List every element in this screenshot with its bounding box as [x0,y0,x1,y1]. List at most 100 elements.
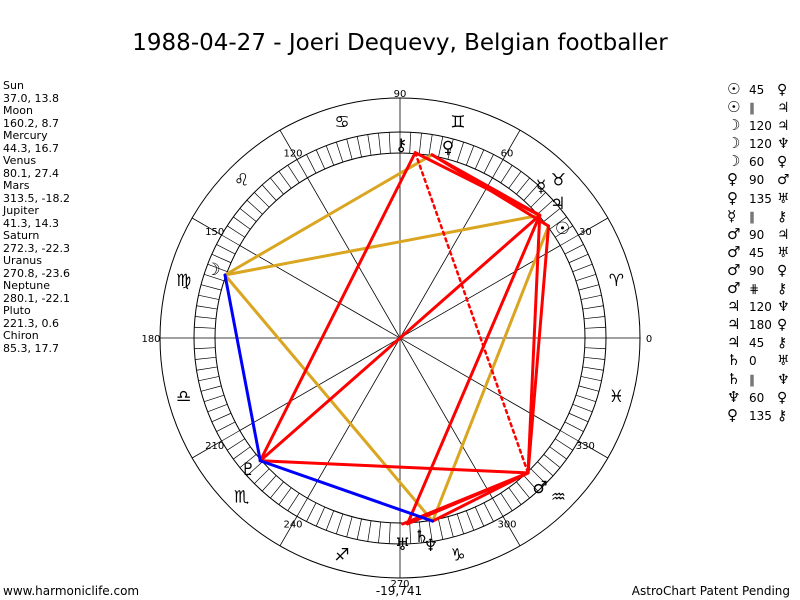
degree-tick [207,403,228,413]
chart-title: 1988-04-27 - Joeri Dequevy, Belgian foot… [132,30,668,56]
planet-name-mercury: Mercury [3,129,48,142]
aspect-lines [223,151,551,526]
outer-circle [159,97,641,579]
degree-tick [474,506,485,527]
degree-tick [287,165,300,184]
degree-tick [564,421,584,432]
degree-tick [516,177,530,195]
degree-tick [246,461,263,477]
degree-tick [572,403,593,413]
degree-tick [200,385,222,392]
aspect-planet-1: ♃ [727,297,741,316]
aspect-angle: 45 [749,245,765,260]
aspect-angle: ∥ [749,372,755,387]
mars-icon: ♂ [532,478,547,498]
planet-name-pluto: Pluto [3,304,31,317]
degree-tick [560,430,579,442]
degree-tick [325,145,335,166]
jupiter-icon: ♃ [550,194,565,214]
degree-tick [233,446,251,460]
aspect-row: ☽ 60 ♀ [727,152,790,170]
degree-tick [508,487,522,505]
aspect-row: ☽ 120 ♆ [727,134,790,152]
pluto-icon: ♇ [241,460,256,480]
aspect-row: ♃ 180 ♀ [727,315,790,333]
aspect-row: ♆ 60 ♀ [727,388,790,406]
degree-tick [336,141,344,163]
aspect-line-chiron-pluto [258,151,417,463]
aspect-planet-1: ♂ [727,260,741,279]
degree-tick [523,184,539,201]
planet-coords-jupiter: 41.3, 14.3 [3,216,59,230]
degree-tick [554,438,573,451]
degree-label: 30 [579,227,592,238]
degree-tick [418,521,422,543]
aspect-planet-2: ♃ [777,100,790,117]
degree-tick [203,394,225,402]
degree-tick [270,177,284,195]
website-link[interactable]: www.harmoniclife.com [3,584,140,598]
degree-tick [221,234,240,246]
degree-tick [447,516,454,538]
degree-tick [221,430,240,442]
zodiac-sign-icon: ♋ [334,113,349,133]
degree-tick [227,225,246,238]
degree-tick [568,412,589,423]
aspect-line-sun-mars [526,224,551,475]
degree-tick [200,284,222,291]
planet-name-mars: Mars [3,179,30,192]
degree-tick [356,518,362,540]
aspect-planet-1: ☽ [727,134,741,153]
degree-tick [211,253,232,264]
degree-tick [537,461,554,477]
aspect-line-venus-moon [223,153,434,277]
aspect-planet-2: ♃ [777,226,790,243]
planet-coords-moon: 160.2, 8.7 [3,116,59,130]
degree-tick [580,294,602,300]
aspect-planet-2: ♀ [777,262,788,279]
degree-tick [194,347,216,350]
aspect-row: ☽ 120 ♃ [727,116,790,134]
degree-tick [388,132,391,154]
degree-tick [543,454,561,468]
degree-tick [239,208,257,222]
degree-tick [584,326,606,329]
degree-tick [203,274,225,282]
degree-tick [465,145,475,166]
aspect-line-jupiter-saturn [405,213,542,526]
aspect-planet-1: ☉ [727,80,741,98]
aspect-row: ☿ ∥ ⚷ [727,207,790,225]
aspect-row: ☉ ∥ ♃ [727,98,790,116]
degree-tick [583,316,605,320]
degree-tick [196,305,218,310]
degree-tick [578,385,600,392]
degree-tick [516,481,530,499]
zodiac-sign-icon: ♌ [234,171,249,191]
degree-tick [367,134,372,156]
aspect-planet-1: ☽ [727,152,741,171]
degree-tick [428,520,433,542]
aspect-angle: 60 [749,390,765,405]
aspect-planet-2: ♅ [777,190,790,207]
degree-tick [483,154,494,174]
degree-tick [378,521,382,543]
degree-tick [246,199,263,215]
degree-tick [428,134,433,156]
aspect-row: ♄ ∥ ♆ [727,370,790,388]
aspect-angle: 135 [749,191,772,206]
aspect-planet-2: ⚷ [777,281,788,298]
degree-tick [578,284,600,291]
aspect-line-jupiter-mars [526,213,542,475]
degree-tick [270,481,284,499]
aspect-planet-2: ♆ [777,136,790,153]
aspect-planet-2: ♀ [777,82,788,98]
zodiac-sign-icon: ♍ [176,271,191,291]
degree-label: 120 [283,149,302,160]
aspect-planet-2: ⚷ [777,208,788,225]
aspect-angle: 120 [749,137,772,152]
degree-tick [409,522,412,544]
aspect-planet-2: ♅ [777,244,790,261]
aspect-angle: 45 [749,336,765,351]
aspect-planet-2: ♂ [777,172,790,189]
